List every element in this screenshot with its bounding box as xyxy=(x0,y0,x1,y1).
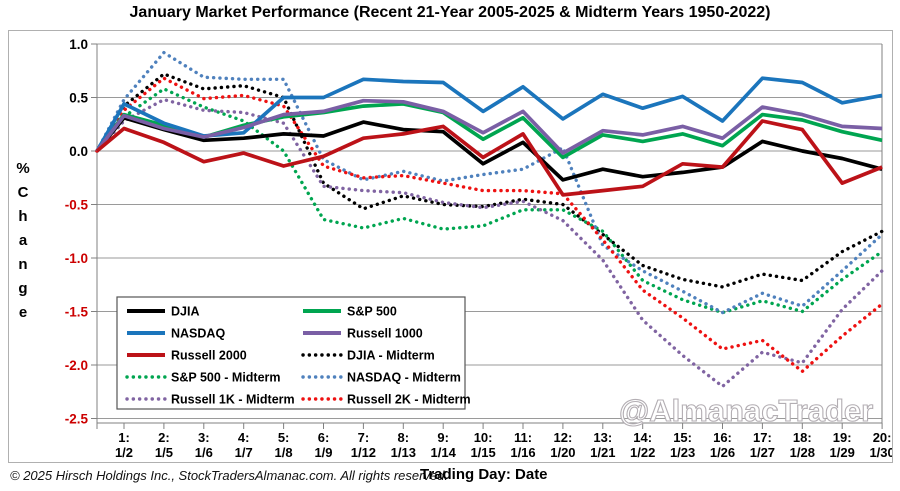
x-tick-date: 1/23 xyxy=(670,445,695,460)
y-tick-label: 0.5 xyxy=(69,91,88,106)
y-tick-label: 0.0 xyxy=(69,144,88,159)
x-tick-day: 17: xyxy=(753,430,772,445)
footer: © 2025 Hirsch Holdings Inc., StockTrader… xyxy=(0,464,900,490)
watermark-group: @AlmanacTrader xyxy=(618,392,873,428)
x-tick-day: 11: xyxy=(514,430,532,445)
x-tick-day: 4: xyxy=(238,430,250,445)
x-tick-day: 7: xyxy=(358,430,370,445)
y-tick-label: -1.5 xyxy=(65,305,89,320)
x-tick-day: 19: xyxy=(833,430,852,445)
x-tick-day: 13: xyxy=(593,430,612,445)
x-tick-date: 1/6 xyxy=(195,445,213,460)
legend-label: NASDAQ xyxy=(171,327,225,341)
x-tick-date: 1/8 xyxy=(275,445,293,460)
y-axis-title-char: % xyxy=(16,160,29,177)
y-tick-label: -2.0 xyxy=(65,358,88,373)
x-tick-date: 1/29 xyxy=(830,445,855,460)
x-tick-day: 10: xyxy=(474,430,493,445)
x-tick-date: 1/13 xyxy=(391,445,416,460)
x-tick-day: 3: xyxy=(198,430,210,445)
y-tick-label: -1.0 xyxy=(65,251,88,266)
x-tick-day: 20: xyxy=(873,430,892,445)
x-tick-date: 1/5 xyxy=(155,445,173,460)
x-axis-title: Trading Day: Date xyxy=(420,466,548,483)
series-line-djia-midterm xyxy=(95,72,884,289)
chart-frame: 1.0 0.5 0.0 -0.5 -1.0 -1.5 -2.0 -2.5 1: 1/2 2: 1/5 3… xyxy=(8,30,893,463)
x-tick-day: 8: xyxy=(398,430,410,445)
x-tick-date: 1/30 xyxy=(869,445,892,460)
legend-label: Russell 2000 xyxy=(171,349,247,363)
legend-label: Russell 1K - Midterm xyxy=(171,393,295,407)
y-axis-title-char: n xyxy=(18,256,27,273)
x-tick-date: 1/2 xyxy=(115,445,133,460)
y-axis-title-char: C xyxy=(18,184,29,201)
x-tick-date: 1/20 xyxy=(550,445,575,460)
y-tick-label: -2.5 xyxy=(65,412,89,427)
x-tick-day: 15: xyxy=(673,430,692,445)
x-tick-date: 1/22 xyxy=(630,445,655,460)
x-tick-date: 1/27 xyxy=(750,445,775,460)
x-tick-day: 12: xyxy=(554,430,573,445)
series-line-russell-1k-midterm xyxy=(95,97,884,389)
legend-label: S&P 500 xyxy=(347,305,397,319)
y-axis-tick-labels: 1.0 0.5 0.0 -0.5 -1.0 -1.5 -2.0 -2.5 xyxy=(65,37,89,427)
legend-label: NASDAQ - Midterm xyxy=(347,371,461,385)
legend-label: DJIA xyxy=(171,305,199,319)
series-line-djia xyxy=(95,115,883,182)
y-tick-label: -0.5 xyxy=(65,198,89,213)
axes xyxy=(96,44,883,424)
x-tick-day: 6: xyxy=(318,430,330,445)
x-tick-date: 1/9 xyxy=(314,445,332,460)
legend-label: DJIA - Midterm xyxy=(347,349,435,363)
y-axis-title-char: a xyxy=(19,232,28,249)
y-axis-title-char: h xyxy=(18,208,27,225)
x-tick-day: 14: xyxy=(633,430,652,445)
y-axis-title-char: e xyxy=(19,304,27,321)
y-tick-label: 1.0 xyxy=(69,37,88,52)
series-line-russell-1000 xyxy=(95,98,883,155)
x-axis-labels: 1:1/22:1/53:1/64:1/75:1/86:1/97:1/128:1/… xyxy=(96,423,892,460)
legend-label: S&P 500 - Midterm xyxy=(171,371,281,385)
series-lines xyxy=(95,50,884,389)
x-tick-date: 1/12 xyxy=(351,445,376,460)
january-performance-chart: 1.0 0.5 0.0 -0.5 -1.0 -1.5 -2.0 -2.5 1:1/2 2:1/5 3… xyxy=(16,37,892,460)
y-axis-title-char: g xyxy=(18,280,27,297)
series-line-s-p-500-midterm xyxy=(95,87,884,315)
x-tick-date: 1/21 xyxy=(590,445,615,460)
x-tick-day: 16: xyxy=(713,430,732,445)
series-line-nasdaq-midterm xyxy=(95,50,884,315)
copyright-text: © 2025 Hirsch Holdings Inc., StockTrader… xyxy=(10,468,449,483)
watermark: @AlmanacTrader xyxy=(619,393,873,428)
chart-title: January Market Performance (Recent 21-Ye… xyxy=(129,4,771,21)
legend: DJIA S&P 500 NASDAQ Russell 1000 Russell 200… xyxy=(116,296,471,410)
series-line-russell-2000 xyxy=(95,119,883,197)
x-tick-day: 18: xyxy=(793,430,812,445)
x-tick-date: 1/16 xyxy=(510,445,535,460)
x-tick-date: 1/28 xyxy=(790,445,815,460)
x-tick-date: 1/14 xyxy=(431,445,457,460)
x-tick-day: 5: xyxy=(278,430,290,445)
x-tick-day: 1: xyxy=(118,430,130,445)
legend-label: Russell 2K - Midterm xyxy=(347,393,471,407)
x-tick-day: 2: xyxy=(158,430,170,445)
series-line-russell-2k-midterm xyxy=(95,76,884,374)
x-tick-date: 1/15 xyxy=(470,445,495,460)
x-tick-date: 1/7 xyxy=(235,445,253,460)
x-tick-day: 9: xyxy=(437,430,449,445)
x-tick-date: 1/26 xyxy=(710,445,735,460)
legend-label: Russell 1000 xyxy=(347,327,423,341)
